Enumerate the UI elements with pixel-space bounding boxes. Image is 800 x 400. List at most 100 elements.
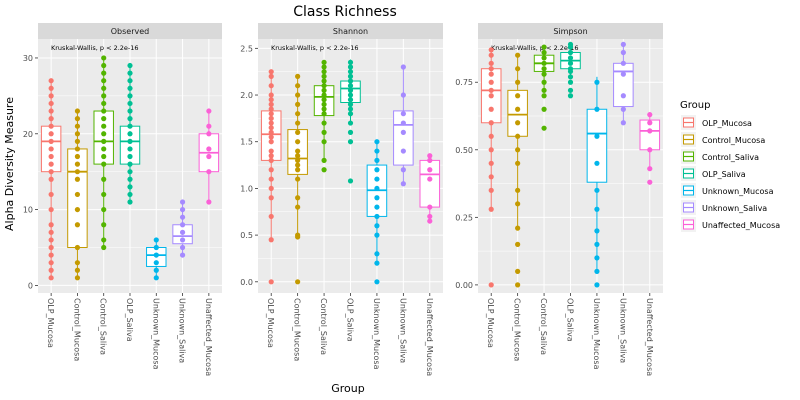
data-point [101, 116, 107, 122]
x-tick-label: Control_Saliva [539, 298, 548, 355]
data-point [515, 268, 521, 274]
data-point [101, 222, 107, 228]
data-point [400, 148, 406, 154]
data-point [541, 106, 547, 112]
data-point [347, 69, 354, 75]
data-point [515, 241, 521, 247]
data-point [74, 260, 81, 266]
data-point [515, 66, 521, 72]
data-point [488, 120, 494, 126]
data-point [515, 93, 521, 99]
box [613, 62, 634, 108]
x-tick-label: Control_Saliva [99, 298, 108, 355]
y-tick-label: 20 [23, 130, 33, 139]
data-point [347, 64, 354, 70]
data-point [594, 79, 600, 85]
data-point [594, 133, 600, 139]
panel-shannon: 0.0 0.5 1.0 1.5 2.0 2.5 Shannon Kruskal-Wallis,… [240, 23, 443, 376]
data-point [74, 161, 81, 167]
data-point [647, 128, 653, 134]
data-point [127, 153, 133, 160]
legend-item-control-mucosa: Control_Mucosa [681, 132, 765, 147]
y-tick-label: 10 [23, 206, 33, 215]
data-point [515, 225, 521, 231]
x-tick-label: Control_Mucosa [293, 298, 302, 361]
data-point [295, 157, 301, 163]
data-point [427, 167, 433, 173]
data-point [647, 147, 653, 153]
data-point [321, 111, 327, 117]
y-axis-title: Alpha Diversity Measure [3, 97, 16, 231]
data-point [101, 146, 107, 152]
x-tick-label: OLP_Saliva [346, 298, 355, 342]
data-point [48, 93, 54, 99]
data-point [321, 78, 327, 84]
data-point [321, 167, 327, 173]
data-point [295, 139, 301, 145]
data-point [427, 176, 433, 182]
legend-label: Control_Mucosa [702, 136, 765, 145]
data-point [488, 47, 494, 53]
data-point [347, 106, 354, 112]
data-point [567, 87, 574, 93]
y-tick-label: 0 [28, 281, 33, 290]
data-point [321, 87, 327, 93]
data-point [153, 267, 159, 273]
data-point [48, 237, 54, 243]
x-tick-label: Control_Mucosa [72, 298, 81, 361]
data-point [206, 123, 212, 129]
data-point [427, 213, 433, 220]
data-point [48, 275, 54, 281]
data-point [268, 185, 274, 192]
data-point [295, 232, 301, 238]
data-point [179, 229, 186, 235]
data-point [101, 191, 107, 198]
data-point [101, 161, 107, 167]
data-point [567, 74, 574, 80]
data-point [295, 73, 301, 79]
kruskal-wallis-annotation: Kruskal-Wallis, p < 2.2e-16 [491, 44, 579, 52]
facet-strip [258, 23, 443, 39]
data-point [268, 106, 274, 112]
data-point [620, 60, 626, 66]
data-point [153, 252, 159, 258]
data-point [541, 71, 547, 77]
data-point [374, 260, 380, 266]
data-point [594, 187, 600, 193]
data-point [541, 44, 547, 50]
data-point [127, 176, 133, 182]
data-point [48, 169, 54, 175]
data-point [374, 195, 380, 201]
data-point [515, 201, 521, 207]
data-point [268, 139, 274, 145]
data-point [321, 92, 327, 98]
facet-strip [478, 23, 663, 39]
data-point [48, 146, 54, 152]
kruskal-wallis-annotation: Kruskal-Wallis, p < 2.2e-16 [51, 44, 139, 52]
data-point [74, 169, 81, 175]
y-tick-label: 0.5 [240, 231, 253, 240]
data-point [268, 120, 274, 126]
data-point [268, 148, 274, 154]
x-tick-label: Unknown_Mucosa [592, 298, 601, 370]
data-point [206, 131, 212, 137]
data-point [127, 100, 133, 107]
x-tick-label: OLP_Mucosa [486, 298, 495, 348]
data-point [374, 251, 380, 257]
data-point [74, 108, 81, 114]
data-point [179, 222, 186, 228]
data-point [515, 120, 521, 126]
data-point [268, 279, 274, 285]
data-point [374, 213, 380, 220]
data-point [515, 147, 521, 153]
x-tick-label: Unaffected_Mucosa [204, 298, 213, 376]
data-point [268, 73, 274, 79]
data-point [374, 148, 380, 154]
data-point [620, 93, 626, 99]
data-point [127, 116, 133, 122]
data-point [101, 62, 107, 69]
data-point [101, 206, 107, 213]
data-point [374, 204, 380, 210]
data-point [400, 167, 406, 173]
